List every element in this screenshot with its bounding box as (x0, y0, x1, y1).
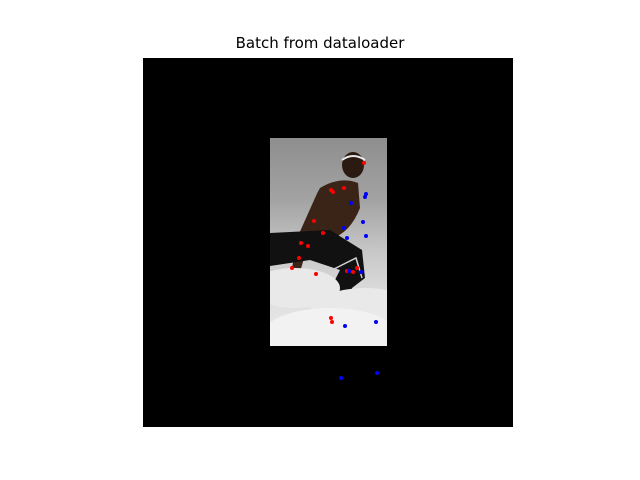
blue-keypoint (361, 220, 365, 224)
person-photo (270, 138, 387, 346)
red-keypoint (362, 161, 366, 165)
blue-keypoint (364, 192, 368, 196)
blue-keypoint (374, 320, 378, 324)
blue-keypoint (339, 376, 343, 380)
red-keypoint (297, 256, 301, 260)
blue-keypoint (345, 236, 349, 240)
red-keypoint (329, 316, 333, 320)
blue-keypoint (375, 371, 379, 375)
blue-keypoint (342, 226, 346, 230)
blue-keypoint (349, 201, 353, 205)
red-keypoint (351, 270, 355, 274)
figure-title: Batch from dataloader (235, 34, 405, 52)
blue-keypoint (359, 270, 363, 274)
red-keypoint (330, 320, 334, 324)
red-keypoint (314, 272, 318, 276)
blue-keypoint (347, 269, 351, 273)
blue-keypoint (363, 195, 367, 199)
red-keypoint (321, 231, 325, 235)
red-keypoint (355, 266, 359, 270)
blue-keypoint (364, 234, 368, 238)
red-keypoint (299, 241, 303, 245)
image-axes (143, 58, 513, 427)
red-keypoint (290, 266, 294, 270)
red-keypoint (342, 186, 346, 190)
red-keypoint (331, 190, 335, 194)
red-keypoint (306, 244, 310, 248)
red-keypoint (312, 219, 316, 223)
blue-keypoint (343, 324, 347, 328)
